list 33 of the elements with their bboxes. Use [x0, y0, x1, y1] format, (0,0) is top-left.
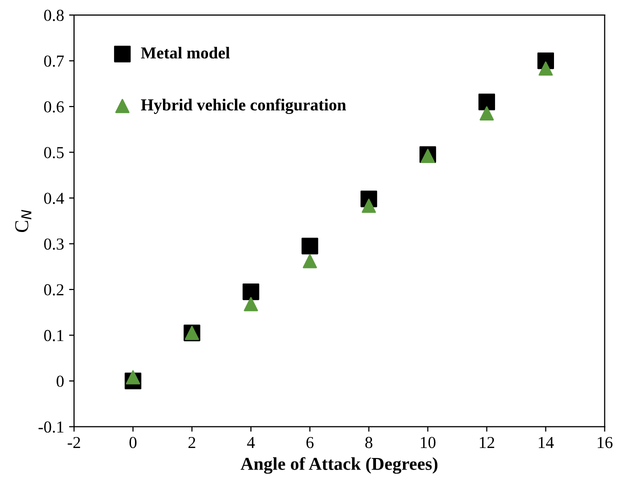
point	[126, 370, 140, 384]
point	[302, 238, 318, 254]
point	[478, 94, 496, 110]
y-tick-label: 0.3	[44, 238, 64, 250]
point	[480, 106, 494, 120]
point	[242, 283, 260, 300]
y-tick-label: 0.6	[44, 101, 64, 113]
y-axis-title: C$_{N}$	[15, 210, 32, 232]
y-tick-label: 0.1	[44, 330, 64, 342]
y-tick-label: 0.8	[44, 10, 64, 22]
y-tick-label: 0	[56, 376, 64, 387]
point	[538, 61, 553, 76]
x-tick-label: 0	[129, 436, 137, 448]
x-axis-title: Angle of Attack (Degrees)	[240, 457, 438, 474]
y-tick-label: 0.4	[44, 192, 64, 204]
x-tick-label: 2	[188, 436, 196, 448]
x-tick-label: 8	[365, 436, 372, 448]
x-tick-label: 12	[480, 436, 494, 448]
point	[244, 297, 258, 312]
y-tick-label: 0.5	[44, 146, 64, 158]
x-tick-label: 4	[247, 437, 255, 448]
x-tick-label: 16	[598, 436, 612, 448]
legend-label: Metal model	[140, 46, 230, 59]
point	[302, 254, 317, 268]
point	[362, 198, 376, 213]
y-tick-label: 0.2	[44, 284, 64, 296]
legend-label: Hybrid vehicle configuration	[140, 98, 346, 114]
y-tick-label: 0.7	[44, 55, 64, 67]
y-tick-label: -0.1	[38, 421, 64, 433]
x-tick-label: 6	[306, 436, 314, 448]
x-tick-label: -2	[68, 436, 80, 448]
x-tick-label: 14	[538, 436, 554, 448]
x-tick-label: 10	[420, 436, 436, 448]
